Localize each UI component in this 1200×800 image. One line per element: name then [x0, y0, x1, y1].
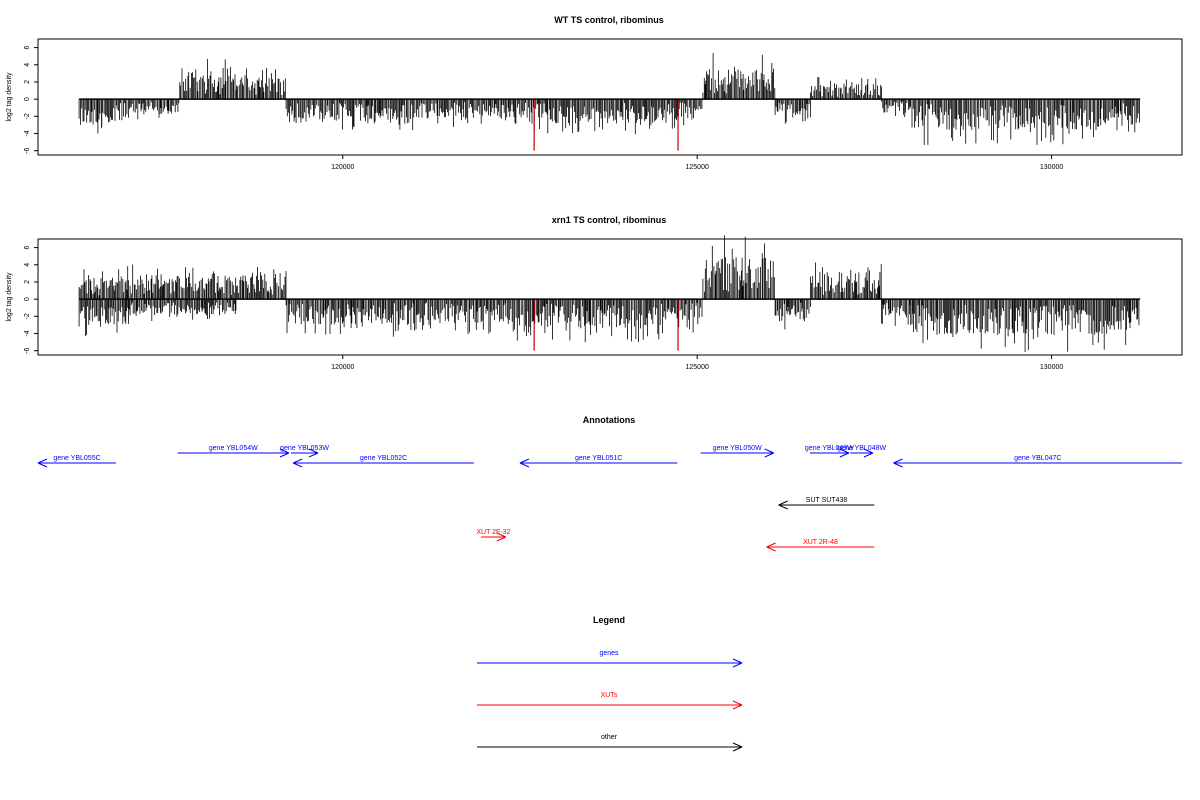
feature-label: gene YBL047C [1014, 455, 1061, 462]
feature-arrow [850, 448, 874, 458]
legend-label: XUTs [601, 692, 618, 699]
x-tick-label: 125000 [686, 164, 709, 171]
y-tick-label: 0 [24, 297, 31, 301]
legend-label: genes [599, 650, 619, 657]
legend-arrow [477, 700, 743, 710]
plot-frame-xrn1 [37, 238, 1183, 356]
y-tick-label: 0 [24, 97, 31, 101]
feature-label: gene YBL048W [837, 445, 886, 452]
feature-arrow [778, 500, 875, 510]
y-tick-label: -4 [24, 130, 31, 136]
x-tick-label: 125000 [686, 364, 709, 371]
feature-label: gene YBL054W [209, 445, 258, 452]
plot-frame-wt [37, 38, 1183, 156]
panel-xrn1: xrn1 TS control, ribominus 6 4 2 0 -2 -4 -6 12… [6, 215, 1183, 371]
y-tick-label: -4 [24, 330, 31, 336]
x-tick-label: 120000 [331, 164, 354, 171]
feature-label: gene YBL049W [805, 445, 854, 452]
highlight-bars-xrn1 [533, 299, 679, 351]
y-axis-xrn1: 6 4 2 0 -2 -4 -6 [24, 246, 38, 354]
signal-bars-wt [78, 53, 1140, 145]
feature-arrow [37, 458, 116, 468]
signal-bars-xrn1 [78, 235, 1140, 353]
y-axis-label-xrn1: log2 tag density [6, 272, 13, 322]
feature-arrow [700, 448, 774, 458]
feature-label: gene YBL053W [280, 445, 329, 452]
legend-arrow [477, 658, 743, 668]
feature-label: gene YBL052C [360, 455, 407, 462]
x-axis-wt: 120000 125000 130000 [331, 155, 1063, 171]
highlight-bars-wt [533, 99, 679, 151]
y-tick-label: 4 [24, 263, 31, 267]
feature-arrow [480, 532, 507, 542]
feature-arrow [519, 458, 678, 468]
y-tick-label: -6 [24, 147, 31, 153]
feature-arrow [177, 448, 290, 458]
feature-arrow [766, 542, 875, 552]
x-axis-xrn1: 120000 125000 130000 [331, 355, 1063, 371]
y-axis-label-wt: log2 tag density [6, 72, 13, 122]
annotations-title: Annotations [583, 415, 636, 425]
feature-arrow [291, 448, 319, 458]
y-tick-label: 2 [24, 80, 31, 84]
legend-items: genes XUTs other [477, 650, 743, 752]
panel-title-wt: WT TS control, ribominus [554, 15, 664, 25]
y-tick-label: -2 [24, 313, 31, 319]
legend-arrow [477, 742, 743, 752]
feature-label: XUT 2F-32 [476, 529, 510, 536]
feature-label: SUT SUT438 [806, 497, 848, 504]
feature-arrow [809, 448, 850, 458]
x-tick-label: 130000 [1040, 364, 1063, 371]
panel-wt: WT TS control, ribominus 6 4 2 0 -2 -4 -6 1200… [6, 15, 1183, 171]
feature-arrow [292, 458, 474, 468]
y-tick-label: 2 [24, 280, 31, 284]
feature-label: gene YBL055C [53, 455, 100, 462]
feature-arrow [893, 458, 1182, 468]
legend: Legend genes XUTs other [477, 615, 743, 752]
legend-title: Legend [593, 615, 625, 625]
x-tick-label: 130000 [1040, 164, 1063, 171]
y-tick-label: -2 [24, 113, 31, 119]
feature-label: gene YBL051C [575, 455, 622, 462]
feature-label: XUT 2R-48 [803, 539, 838, 546]
y-tick-label: 6 [24, 246, 31, 250]
y-tick-label: -6 [24, 347, 31, 353]
y-tick-label: 4 [24, 63, 31, 67]
feature-arrows: gene YBL055C gene YBL054W gene YBL053W gene… [37, 445, 1182, 552]
y-axis-wt: 6 4 2 0 -2 -4 -6 [24, 46, 38, 154]
feature-label: gene YBL050W [713, 445, 762, 452]
y-tick-label: 6 [24, 46, 31, 50]
legend-label: other [601, 734, 618, 741]
panel-title-xrn1: xrn1 TS control, ribominus [552, 215, 667, 225]
x-tick-label: 120000 [331, 364, 354, 371]
